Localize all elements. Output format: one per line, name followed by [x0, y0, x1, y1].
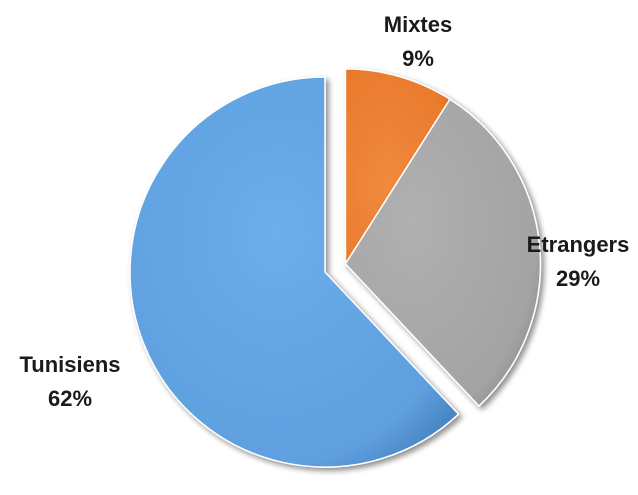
pie-slices: [129, 68, 542, 468]
slice-percent-etrangers: 29%: [556, 266, 600, 291]
pie-labels: Tunisiens 62% Mixtes 9% Etrangers 29%: [19, 12, 629, 411]
pie-slice-etrangers: [344, 98, 542, 408]
slice-label-tunisiens: Tunisiens: [19, 352, 120, 377]
slice-percent-mixtes: 9%: [402, 46, 434, 71]
slice-percent-tunisiens: 62%: [48, 386, 92, 411]
slice-label-mixtes: Mixtes: [384, 12, 452, 37]
pie-slice-tunisiens: [129, 76, 460, 468]
pie-slice-mixtes: [344, 68, 451, 267]
slice-label-etrangers: Etrangers: [527, 232, 630, 257]
